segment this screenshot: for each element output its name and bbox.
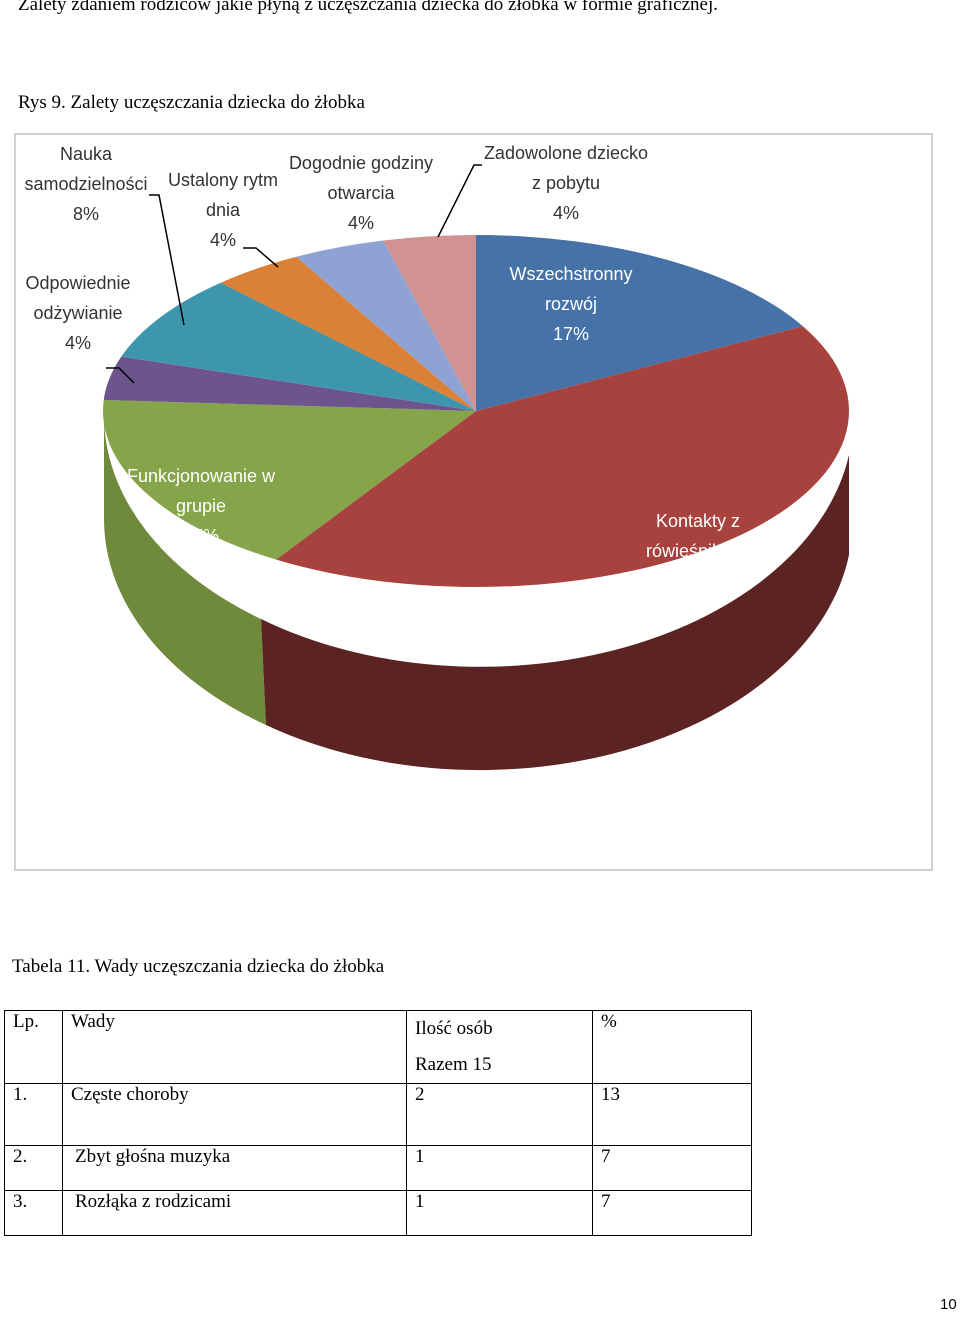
leader-lines (106, 164, 482, 384)
pie-slice (276, 326, 850, 588)
table-row: 1. Częste choroby 2 13 (4, 1083, 752, 1146)
slice-label: Dogodnie godziny otwarcia 4% (289, 153, 433, 233)
header-razem-label: Razem 15 (415, 1054, 492, 1075)
header-pct: % (592, 1010, 752, 1084)
pie-slice (103, 356, 477, 411)
slice-side-kontakty (261, 455, 849, 771)
pie-slice (103, 399, 477, 560)
row3-lp: 3. (4, 1190, 63, 1236)
row2-pct: 7 (592, 1145, 752, 1191)
pie-chart-frame: Wszechstronny rozwój 17% Kontakty z rówieśni… (14, 133, 933, 871)
pie-slice (220, 256, 476, 411)
row1-ilosc: 2 (406, 1083, 593, 1146)
header-lp: Lp. (4, 1010, 63, 1084)
row2-ilosc: 1 (406, 1145, 593, 1191)
table-row: 2. Zbyt głośna muzyka 1 7 (4, 1145, 752, 1191)
header-wady: Wady (62, 1010, 407, 1084)
table-caption: Tabela 11. Wady uczęszczania dziecka do … (12, 956, 385, 977)
header-ilosc: Ilość osób Razem 15 (406, 1010, 593, 1084)
row3-ilosc: 1 (406, 1190, 593, 1236)
slice-side-funkcjonowanie (103, 414, 266, 725)
leader-line-zadowolone (437, 164, 482, 238)
table-header-row: Lp. Wady Ilość osób Razem 15 % (4, 1010, 752, 1084)
slice-label: Odpowiednie odżywianie 4% (25, 273, 130, 353)
slice-label: Funkcjonowanie w grupie 17% (127, 466, 276, 546)
slice-label: Wszechstronny rozwój 17% (509, 264, 632, 344)
pie-slice (121, 282, 476, 411)
figure-caption: Rys 9. Zalety uczęszczania dziecka do żł… (18, 92, 365, 113)
row3-pct: 7 (592, 1190, 752, 1236)
row2-lp: 2. (4, 1145, 63, 1191)
slice-label: Nauka samodzielności 8% (24, 144, 147, 224)
intro-text: Zalety zdaniem rodziców jakie płyną z uc… (18, 0, 719, 15)
slice-label: Kontakty z rówieśnikami 42% (646, 511, 750, 591)
row3-wady: Rozłąka z rodzicami (62, 1190, 407, 1236)
pie-chart: Wszechstronny rozwój 17% Kontakty z rówieśni… (24, 143, 850, 771)
row1-wady: Częste choroby (62, 1083, 407, 1146)
leader-line-nauka (149, 194, 185, 326)
slice-label: Ustalony rytm dnia 4% (168, 170, 278, 250)
table-row: 3. Rozłąka z rodzicami 1 7 (4, 1190, 752, 1236)
leader-line-odzywianie (106, 367, 135, 384)
row1-lp: 1. (4, 1083, 63, 1146)
pie-slice (383, 235, 476, 411)
row2-wady: Zbyt głośna muzyka (62, 1145, 407, 1191)
row1-pct: 13 (592, 1083, 752, 1146)
pie-slice (476, 235, 803, 411)
header-ilosc-label: Ilość osób (415, 1018, 493, 1039)
pie-slice (296, 240, 476, 411)
page-number: 10 (940, 1296, 957, 1313)
slice-label: Zadowolone dziecko z pobytu 4% (484, 143, 648, 223)
leader-line-rytm (243, 247, 279, 268)
disadvantages-table: Lp. Wady Ilość osób Razem 15 % 1. Częste… (4, 1010, 752, 1236)
